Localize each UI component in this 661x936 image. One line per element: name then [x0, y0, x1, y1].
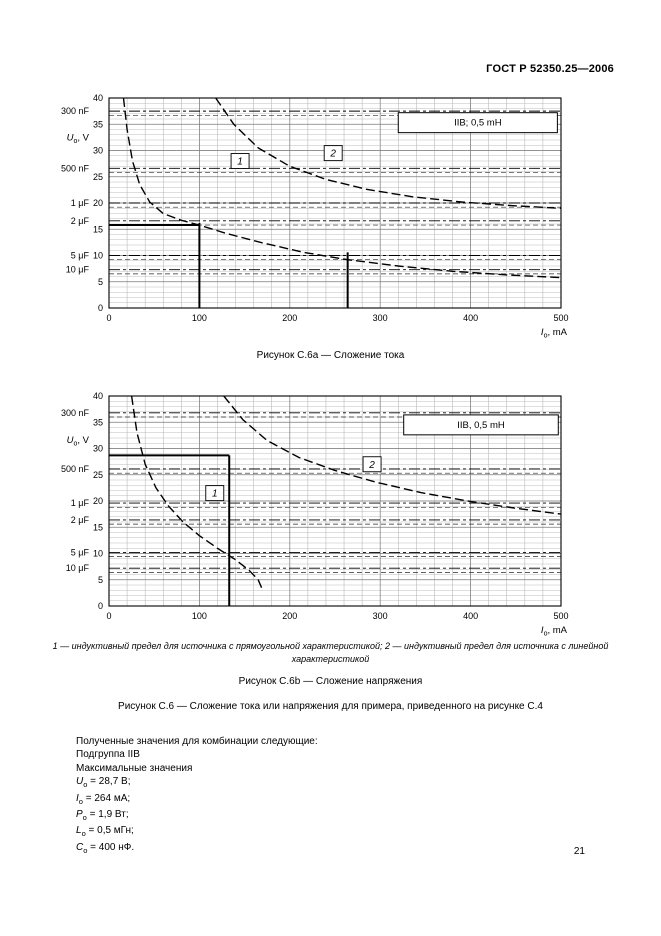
caption-figure-c6b: Рисунок С.6b — Сложение напряжения — [238, 676, 423, 687]
svg-text:10: 10 — [93, 549, 103, 559]
svg-text:500 nF: 500 nF — [61, 464, 90, 474]
svg-text:2: 2 — [329, 149, 336, 160]
result-sub: о — [83, 780, 88, 790]
svg-text:300 nF: 300 nF — [61, 106, 90, 116]
page-number: 21 — [573, 846, 585, 857]
svg-text:1 μF: 1 μF — [71, 198, 90, 208]
svg-text:5 μF: 5 μF — [71, 251, 90, 261]
svg-text:20: 20 — [93, 198, 103, 208]
svg-text:Uо, V: Uо, V — [67, 435, 90, 448]
svg-text:300: 300 — [373, 611, 388, 621]
footnote-curve1-text: — индуктивный предел для источника с пря… — [57, 641, 385, 651]
result-rest: = 1,9 Вт; — [86, 809, 129, 821]
results-max-label: Максимальные значения — [76, 762, 193, 774]
svg-text:Iо, mA: Iо, mA — [541, 327, 568, 340]
svg-text:5 μF: 5 μF — [71, 547, 90, 557]
result-value-lo: Lо = 0,5 мГн; — [76, 824, 318, 840]
svg-text:2 μF: 2 μF — [71, 216, 90, 226]
svg-text:35: 35 — [93, 417, 103, 427]
svg-text:35: 35 — [93, 119, 103, 129]
result-sub: о — [83, 845, 88, 855]
results-intro: Полученные значения для комбинации следу… — [76, 736, 318, 747]
result-rest: = 28,7 В; — [87, 776, 131, 788]
footnote-curve2-text: — индуктивный предел для источника с лин… — [291, 641, 609, 664]
svg-text:500: 500 — [553, 611, 568, 621]
result-value-uo: Uо = 28,7 В; — [76, 775, 318, 791]
result-value-io: Iо = 264 мА; — [76, 792, 318, 808]
svg-text:15: 15 — [93, 522, 103, 532]
svg-text:30: 30 — [93, 444, 103, 454]
svg-text:0: 0 — [98, 303, 103, 313]
svg-text:10 μF: 10 μF — [66, 563, 90, 573]
svg-text:500 nF: 500 nF — [61, 163, 90, 173]
result-value-co: Cо = 400 нФ. — [76, 841, 318, 857]
footnote-curve2-number: 2 — [385, 641, 391, 651]
svg-text:Iо, mA: Iо, mA — [541, 625, 568, 638]
svg-text:400: 400 — [463, 611, 478, 621]
svg-text:Uо, V: Uо, V — [67, 132, 90, 145]
svg-text:200: 200 — [282, 611, 297, 621]
result-value-po: Pо = 1,9 Вт; — [76, 808, 318, 824]
svg-text:10: 10 — [93, 251, 103, 261]
results-subgroup: Подгруппа IIB — [76, 749, 140, 761]
footnote-curve1-number: 1 — [52, 641, 58, 651]
result-sub: о — [78, 796, 83, 806]
svg-text:10 μF: 10 μF — [66, 265, 90, 275]
svg-text:300 nF: 300 nF — [61, 408, 90, 418]
svg-text:30: 30 — [93, 146, 103, 156]
svg-text:400: 400 — [463, 313, 478, 323]
svg-text:5: 5 — [98, 277, 103, 287]
svg-text:40: 40 — [93, 93, 103, 103]
svg-text:2: 2 — [368, 460, 375, 471]
svg-text:1: 1 — [212, 489, 218, 500]
result-rest: = 400 нФ. — [87, 841, 135, 853]
svg-text:25: 25 — [93, 172, 103, 182]
results-block: Полученные значения для комбинации следу… — [76, 735, 318, 857]
svg-text:IIB; 0,5 mH: IIB; 0,5 mH — [454, 118, 502, 129]
chart-voltage-addition-svg: 300 nF 500 nF 1 μF 2 μF 5 μF 10 μF Uо, V 1 2 IIB,… — [61, 391, 569, 638]
svg-text:100: 100 — [192, 313, 207, 323]
svg-text:500: 500 — [553, 313, 568, 323]
svg-text:200: 200 — [282, 313, 297, 323]
svg-text:1 μF: 1 μF — [71, 498, 90, 508]
result-sub: о — [82, 813, 87, 823]
result-var: P — [76, 809, 83, 821]
svg-text:25: 25 — [93, 470, 103, 480]
result-sub: о — [81, 829, 86, 839]
figure-footnote: 1 — индуктивный предел для источника с п… — [48, 640, 613, 666]
svg-text:0: 0 — [98, 601, 103, 611]
result-var: C — [76, 841, 84, 853]
result-var: L — [76, 825, 82, 837]
chart-voltage-addition: 300 nF 500 nF 1 μF 2 μF 5 μF 10 μF Uо, V 1 2 IIB,… — [45, 388, 575, 638]
svg-text:40: 40 — [93, 391, 103, 401]
chart-current-addition: 300 nF 500 nF 1 μF 2 μF 5 μF 10 μF Uо, V 1 2 IIB;… — [45, 90, 575, 340]
svg-text:300: 300 — [373, 313, 388, 323]
result-var: I — [76, 792, 79, 804]
document-header: ГОСТ Р 52350.25—2006 — [486, 63, 614, 75]
result-rest: = 264 мА; — [82, 792, 131, 804]
caption-figure-c6a: Рисунок С.6а — Сложение тока — [256, 350, 405, 361]
result-rest: = 0,5 мГн; — [85, 825, 134, 837]
caption-figure-c6: Рисунок С.6 — Сложение тока или напряжен… — [118, 701, 543, 712]
svg-text:2 μF: 2 μF — [71, 515, 90, 525]
svg-text:100: 100 — [192, 611, 207, 621]
svg-text:0: 0 — [106, 611, 111, 621]
svg-text:15: 15 — [93, 224, 103, 234]
svg-text:0: 0 — [106, 313, 111, 323]
svg-text:20: 20 — [93, 496, 103, 506]
svg-text:5: 5 — [98, 575, 103, 585]
svg-text:IIB, 0,5 mH: IIB, 0,5 mH — [457, 420, 505, 431]
svg-text:1: 1 — [237, 157, 243, 168]
result-var: U — [76, 776, 84, 788]
chart-current-addition-svg: 300 nF 500 nF 1 μF 2 μF 5 μF 10 μF Uо, V 1 2 IIB;… — [61, 93, 569, 340]
